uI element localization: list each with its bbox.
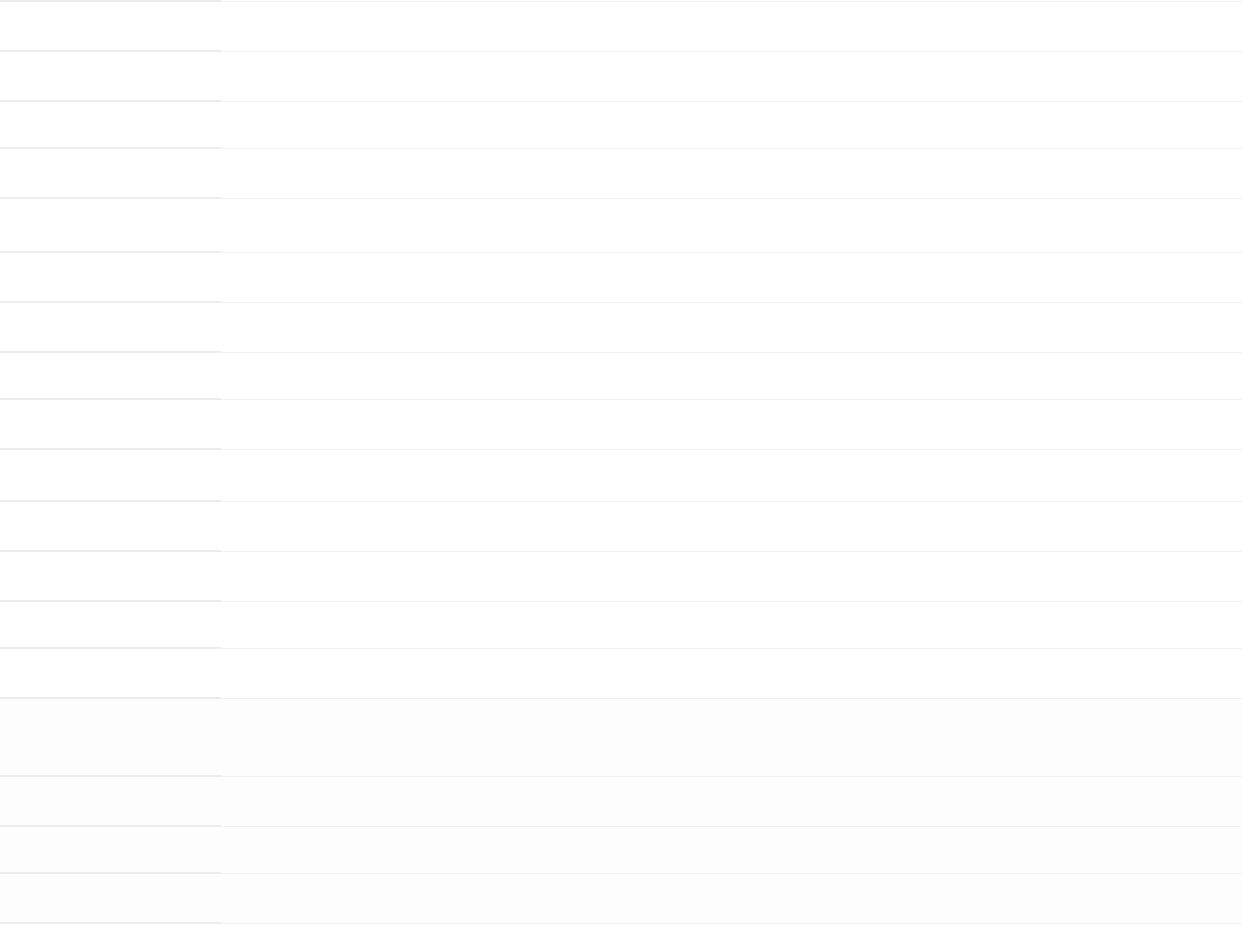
list-row — [0, 500, 1242, 551]
row-divider — [0, 197, 221, 199]
row-divider — [0, 500, 221, 502]
list-row — [0, 398, 1242, 449]
row-divider — [0, 301, 221, 303]
list-row — [0, 825, 1242, 873]
list-end-divider — [0, 922, 1242, 926]
row-divider — [221, 198, 1242, 199]
list-row — [0, 351, 1242, 399]
row-divider — [0, 50, 221, 52]
row-divider — [221, 252, 1242, 253]
row-divider — [221, 302, 1242, 303]
list-row — [0, 100, 1242, 148]
row-divider — [0, 147, 221, 149]
row-divider — [221, 352, 1242, 353]
row-divider — [221, 648, 1242, 649]
list-row — [0, 872, 1242, 923]
row-divider — [221, 501, 1242, 502]
row-divider — [0, 922, 221, 924]
row-divider — [221, 551, 1242, 552]
row-divider — [0, 448, 221, 450]
row-divider — [221, 601, 1242, 602]
row-divider — [0, 351, 221, 353]
row-divider — [221, 51, 1242, 52]
row-divider — [0, 647, 221, 649]
list-row — [0, 775, 1242, 826]
list-row — [0, 301, 1242, 352]
row-divider — [0, 872, 221, 874]
row-divider — [221, 399, 1242, 400]
row-divider — [221, 449, 1242, 450]
row-divider — [221, 101, 1242, 102]
list-row — [0, 697, 1242, 776]
row-divider — [221, 148, 1242, 149]
list-row — [0, 197, 1242, 252]
list-row — [0, 50, 1242, 101]
list-row — [0, 550, 1242, 601]
list-row — [0, 251, 1242, 302]
list-row — [0, 448, 1242, 501]
row-divider — [0, 775, 221, 777]
row-divider — [221, 923, 1242, 924]
row-divider — [221, 1, 1242, 2]
row-divider — [0, 550, 221, 552]
row-divider — [0, 251, 221, 253]
list-row — [0, 600, 1242, 648]
row-divider — [0, 0, 221, 2]
row-divider — [0, 398, 221, 400]
row-divider — [221, 698, 1242, 699]
row-divider — [0, 600, 221, 602]
row-divider — [0, 100, 221, 102]
row-divider — [0, 825, 221, 827]
row-divider — [221, 776, 1242, 777]
row-divider — [0, 697, 221, 699]
row-divider — [221, 873, 1242, 874]
list-row — [0, 0, 1242, 51]
list-row — [0, 147, 1242, 198]
list-row — [0, 647, 1242, 698]
row-divider — [221, 826, 1242, 827]
